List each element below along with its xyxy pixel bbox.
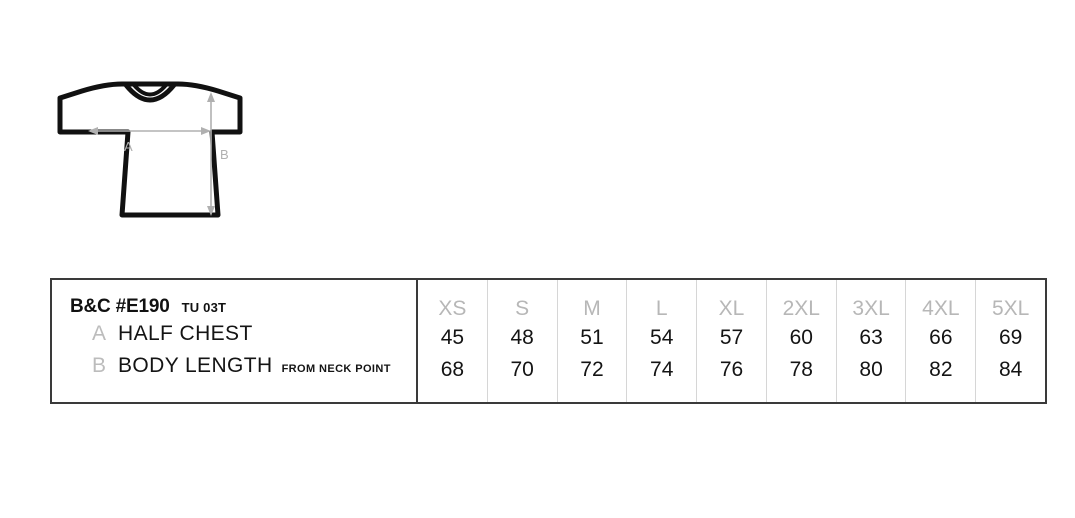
measurement-key-a: A	[92, 322, 107, 345]
value-body-length-s: 70	[510, 358, 534, 381]
value-half-chest-l: 54	[650, 326, 674, 349]
measurement-note-b: FROM NECK POINT	[281, 363, 391, 375]
measurement-key-b: B	[92, 354, 107, 377]
value-body-length-5xl: 84	[998, 358, 1023, 381]
size-column-s: S 48 70	[488, 280, 558, 402]
size-column-4xl: 4XL 66 82	[906, 280, 977, 402]
measurement-label-column: B&C #E190 TU 03T A HALF CHEST B BODY LEN…	[52, 280, 418, 402]
size-header-xl: XL	[718, 297, 745, 320]
model-line: B&C #E190 TU 03T	[70, 296, 416, 322]
model-name: B&C #E190	[70, 296, 170, 317]
size-column-xl: XL 57 76	[697, 280, 767, 402]
dimension-a-label: A	[124, 139, 133, 154]
collar-inner-arc	[132, 83, 168, 97]
value-half-chest-3xl: 63	[859, 326, 883, 349]
value-half-chest-m: 51	[580, 326, 604, 349]
value-body-length-l: 74	[650, 358, 674, 381]
value-body-length-xs: 68	[440, 358, 465, 381]
dimension-a-arrowhead-left	[88, 127, 98, 135]
dimension-b-label: B	[220, 147, 229, 162]
value-half-chest-4xl: 66	[929, 326, 953, 349]
size-chart-table: B&C #E190 TU 03T A HALF CHEST B BODY LEN…	[50, 278, 1047, 404]
value-half-chest-5xl: 69	[998, 326, 1023, 349]
size-header-4xl: 4XL	[922, 297, 960, 320]
measurement-name-b: BODY LENGTH	[118, 354, 273, 377]
garment-diagram: A B	[30, 70, 260, 240]
size-header-l: L	[655, 297, 668, 320]
size-header-s: S	[515, 297, 530, 320]
size-header-5xl: 5XL	[991, 297, 1030, 320]
size-column-2xl: 2XL 60 78	[767, 280, 837, 402]
value-body-length-xl: 76	[719, 358, 744, 381]
size-header-m: M	[583, 297, 601, 320]
value-half-chest-s: 48	[510, 326, 534, 349]
t-shirt-svg: A B	[57, 81, 243, 218]
measurement-row-label-a: A HALF CHEST	[70, 322, 416, 354]
model-code: TU 03T	[181, 300, 227, 315]
size-column-xs: XS 45 68	[418, 280, 488, 402]
value-body-length-3xl: 80	[859, 358, 883, 381]
size-column-5xl: 5XL 69 84	[976, 280, 1045, 402]
value-half-chest-xl: 57	[719, 326, 744, 349]
measurement-row-label-b: B BODY LENGTH FROM NECK POINT	[70, 354, 416, 386]
measurement-name-a: HALF CHEST	[118, 322, 253, 345]
size-column-l: L 54 74	[627, 280, 698, 402]
size-header-xs: XS	[438, 297, 467, 320]
size-column-m: M 51 72	[558, 280, 628, 402]
shirt-outline-path	[57, 81, 243, 218]
dimension-b-arrowhead-top	[207, 92, 215, 102]
value-body-length-m: 72	[580, 358, 604, 381]
value-body-length-2xl: 78	[789, 358, 813, 381]
size-column-3xl: 3XL 63 80	[837, 280, 907, 402]
value-half-chest-xs: 45	[440, 326, 465, 349]
value-body-length-4xl: 82	[929, 358, 953, 381]
value-half-chest-2xl: 60	[789, 326, 813, 349]
size-header-2xl: 2XL	[782, 297, 820, 320]
collar-outer-arc	[124, 83, 176, 103]
size-columns: XS 45 68 S 48 70 M 51 72 L 54 74 XL 57 7…	[418, 280, 1045, 402]
dimension-b-arrowhead-bottom	[207, 206, 215, 216]
size-header-3xl: 3XL	[852, 297, 890, 320]
dimension-a-arrowhead-right	[201, 127, 211, 135]
